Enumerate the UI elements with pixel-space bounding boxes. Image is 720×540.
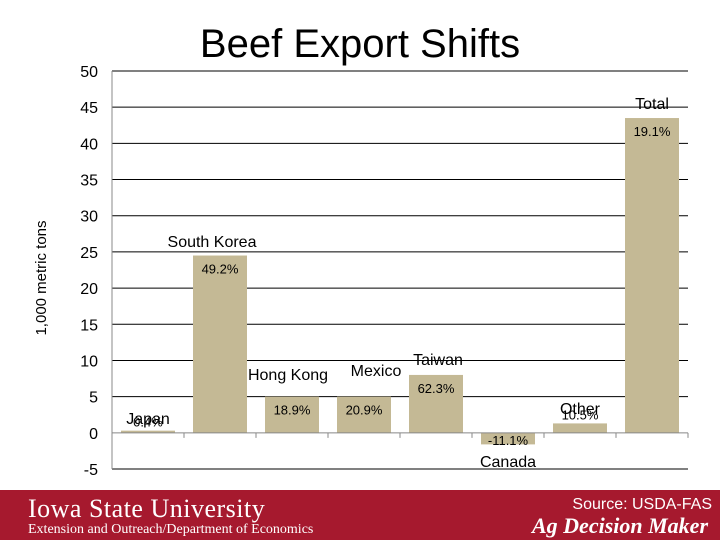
category-label: Japan <box>126 411 170 428</box>
data-label: 20.9% <box>346 403 383 418</box>
category-label: Other <box>560 401 601 418</box>
y-axis-title: 1,000 metric tons <box>33 220 50 335</box>
data-label: 0.4% <box>133 415 163 430</box>
bar-total <box>625 118 679 433</box>
footer-bar: Iowa State University Extension and Outr… <box>0 490 720 540</box>
y-tick-label: 45 <box>80 100 98 117</box>
y-tick-label: 15 <box>80 317 98 334</box>
category-label: Mexico <box>351 363 402 380</box>
data-label: 10.5% <box>562 407 599 422</box>
bar-hong-kong <box>265 396 319 433</box>
bar-canada <box>481 432 535 445</box>
y-tick-label: 30 <box>80 209 98 226</box>
data-label: -11.1% <box>488 433 529 448</box>
y-tick-label: 50 <box>80 64 98 81</box>
bar-japan <box>121 430 175 433</box>
university-logo-text: Iowa State University <box>28 494 266 523</box>
department-text: Extension and Outreach/Department of Eco… <box>28 522 314 537</box>
data-label: 19.1% <box>634 124 671 139</box>
y-tick-label: 35 <box>80 173 98 190</box>
y-tick-label: 0 <box>89 426 98 443</box>
category-label: Taiwan <box>413 352 463 369</box>
bar-mexico <box>337 396 391 433</box>
chart-title: Beef Export Shifts <box>199 22 521 66</box>
data-label: 49.2% <box>202 262 239 277</box>
category-label: Hong Kong <box>248 367 328 384</box>
brand-logo-text: Ag Decision Maker <box>532 513 708 538</box>
category-label: Canada <box>480 454 536 471</box>
y-tick-label: 40 <box>80 136 98 153</box>
category-label: South Korea <box>168 234 257 251</box>
y-tick-label: -5 <box>84 462 98 479</box>
bar-taiwan <box>409 374 463 433</box>
bar-south-korea <box>193 255 247 433</box>
source-note: Source: USDA-FAS <box>572 496 712 513</box>
y-tick-label: 20 <box>80 281 98 298</box>
data-label: 62.3% <box>418 381 455 396</box>
bar-other <box>553 423 607 433</box>
data-label: 18.9% <box>274 403 311 418</box>
y-tick-label: 25 <box>80 245 98 262</box>
y-tick-label: 5 <box>89 390 98 407</box>
category-label: Total <box>635 96 669 113</box>
y-tick-label: 10 <box>80 353 98 370</box>
